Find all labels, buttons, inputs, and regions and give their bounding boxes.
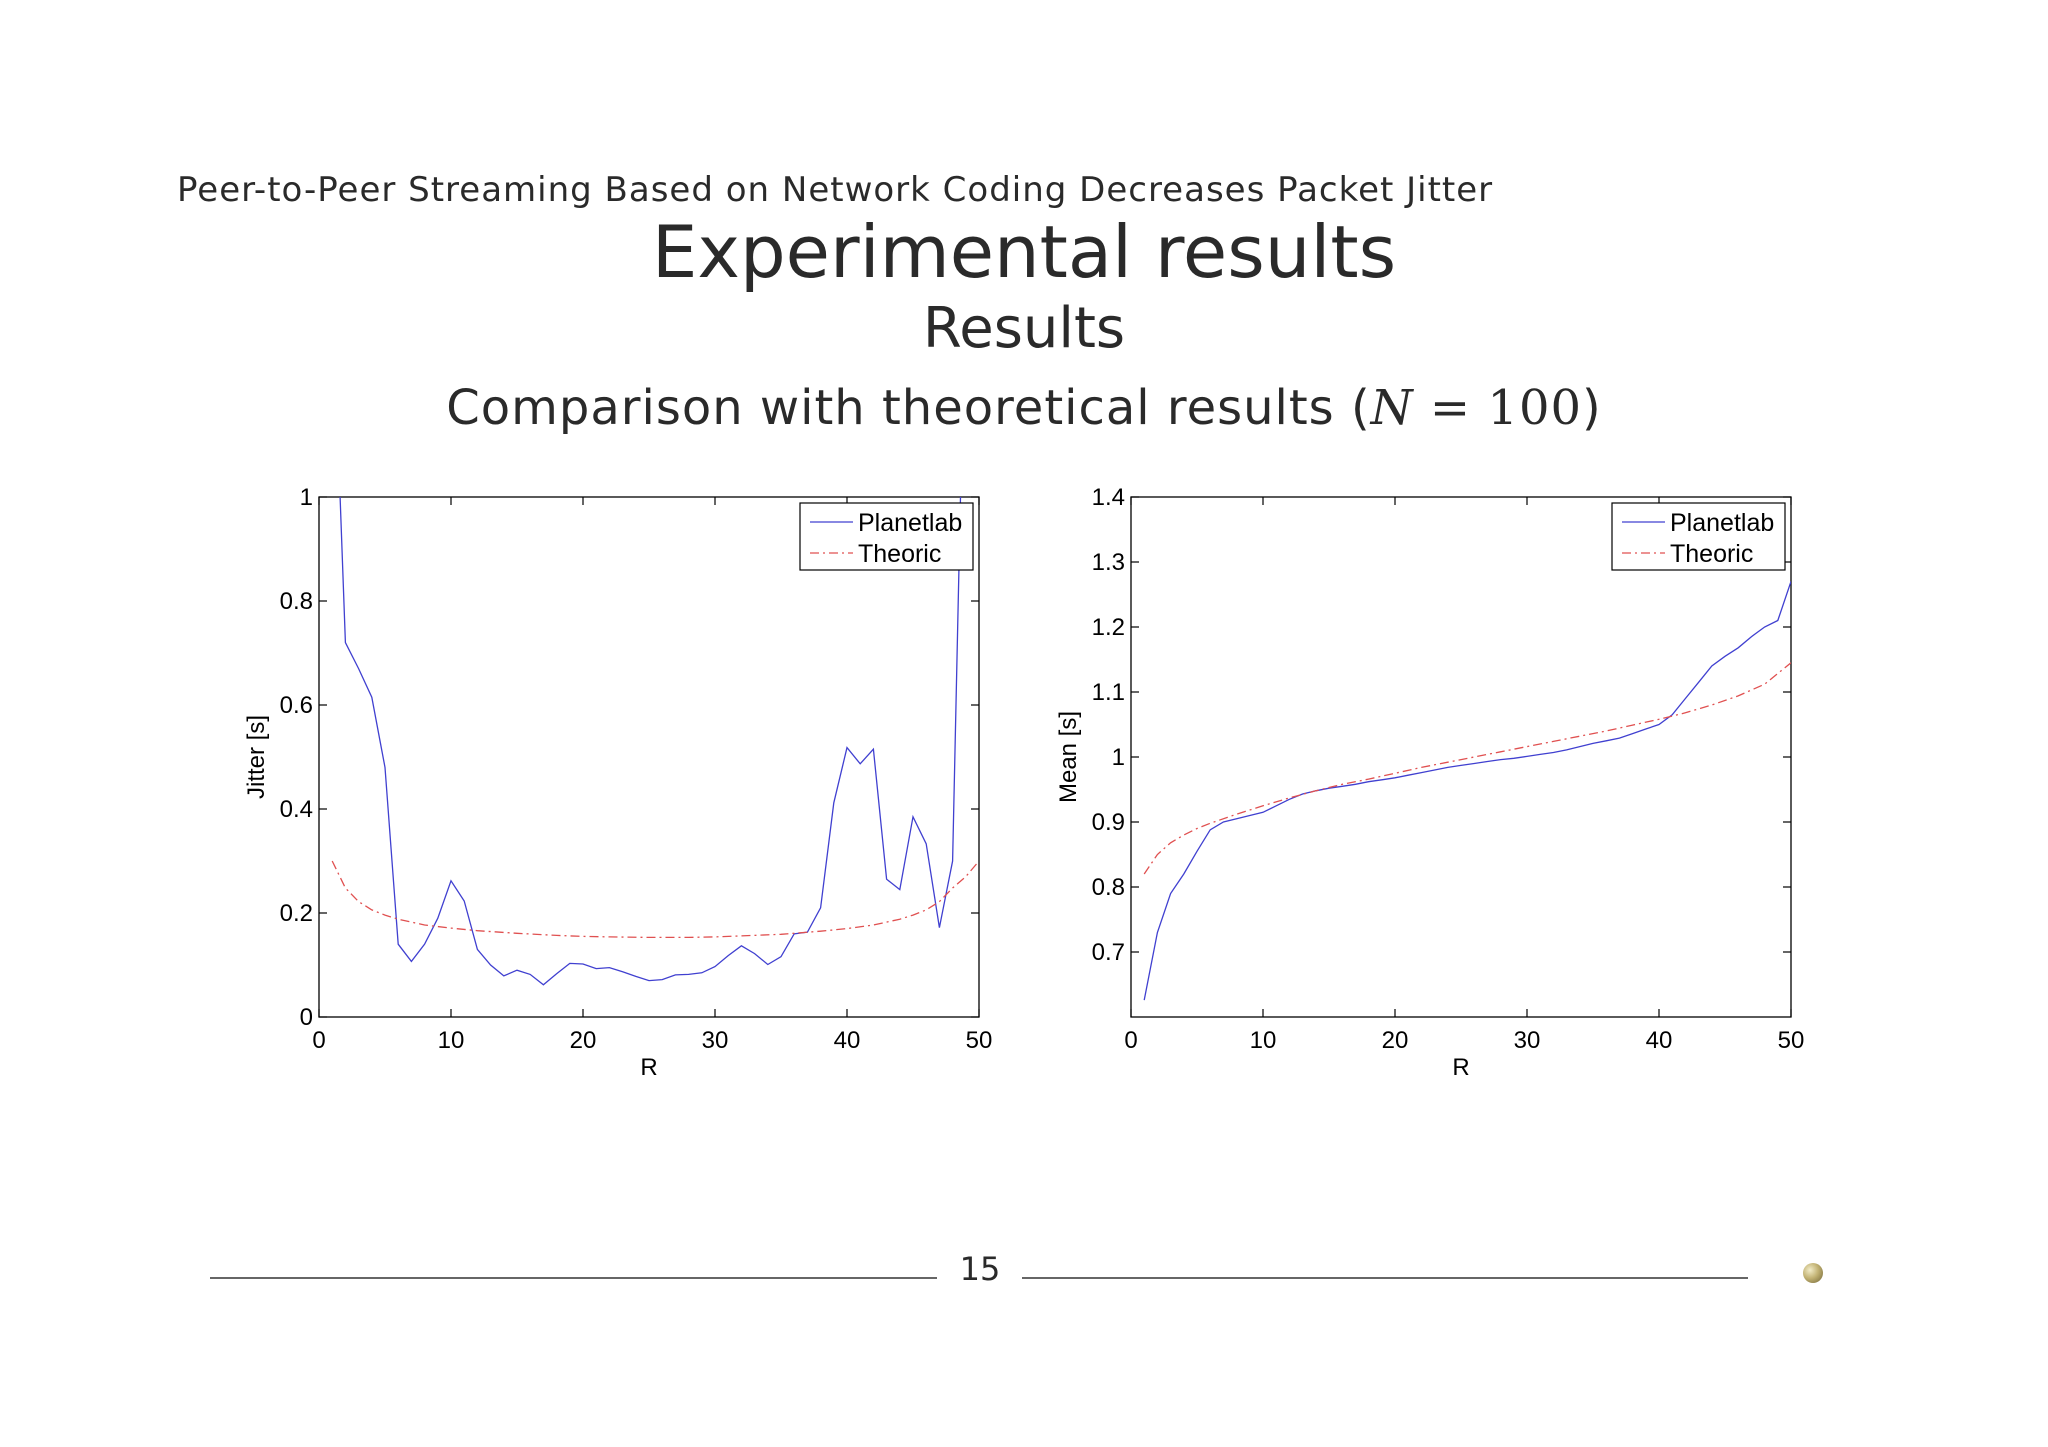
x-axis-label: R <box>640 1054 657 1081</box>
y-axis-label: Jitter [s] <box>243 715 270 799</box>
frame-title-text: Comparison with theoretical results ( <box>446 380 1371 436</box>
page-number: 15 <box>959 1250 1001 1288</box>
x-tick-label: 10 <box>438 1027 465 1054</box>
series-group <box>331 496 979 986</box>
plot-frame <box>318 496 980 1018</box>
presentation-header: Peer-to-Peer Streaming Based on Network … <box>177 170 1494 210</box>
x-tick-label: 30 <box>702 1027 729 1054</box>
frame-title: Comparison with theoretical results (N =… <box>0 380 2048 436</box>
x-tick-label: 0 <box>312 1027 325 1054</box>
x-tick-label: 40 <box>834 1027 861 1054</box>
legend-label-planetlab: Planetlab <box>858 509 962 537</box>
legend: Planetlab Theoric <box>799 502 974 571</box>
series-line-planetlab <box>339 496 962 986</box>
series-line-theoric <box>331 860 979 939</box>
x-tick-label: 20 <box>570 1027 597 1054</box>
x-tick-label: 50 <box>966 1027 993 1054</box>
footer-rule-left <box>210 1277 937 1279</box>
slide-subtitle: Results <box>922 296 1126 361</box>
legend-box <box>799 502 974 571</box>
slide-title: Experimental results <box>651 210 1397 294</box>
y-tick-label: 0.8 <box>280 588 313 615</box>
footer-rule-right <box>1022 1277 1748 1279</box>
y-tick-label: 1 <box>300 484 313 511</box>
y-tick-label: 0.6 <box>280 692 313 719</box>
frame-title-close: ) <box>1582 380 1602 436</box>
legend-label-theoric: Theoric <box>858 540 941 568</box>
y-tick-label: 0.4 <box>280 796 313 823</box>
navigation-ball-icon[interactable] <box>1803 1263 1823 1283</box>
y-tick-label: 0.2 <box>280 900 313 927</box>
y-tick-label: 0 <box>300 1004 313 1031</box>
frame-title-math-equation: = 100 <box>1413 380 1583 436</box>
frame-title-math-variable: N <box>1370 380 1414 436</box>
